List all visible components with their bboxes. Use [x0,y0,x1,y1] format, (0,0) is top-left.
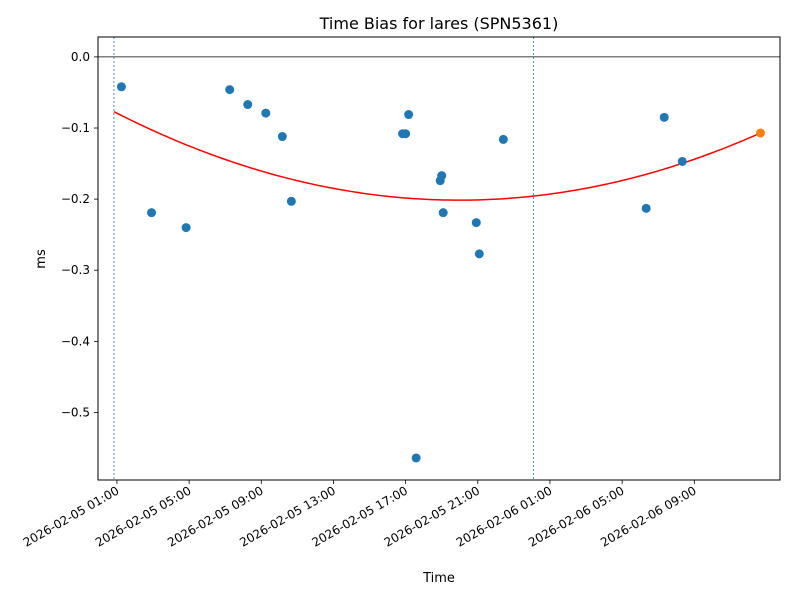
data-point-6 [277,132,287,142]
fit-curve [113,110,761,201]
y-axis-ticks: 0.0 −0.1 −0.2 −0.3 −0.4 −0.5 [61,50,98,419]
chart-title: Time Bias for lares (SPN5361) [319,14,559,33]
data-point-10 [404,110,414,120]
data-point-20 [677,156,687,166]
data-point-16 [474,249,484,259]
highlight-point [755,128,765,138]
data-point-4 [243,100,253,110]
data-point-9 [401,129,411,139]
y-axis-label: ms [34,249,49,269]
data-point-18 [641,203,651,213]
data-point-19 [659,112,669,122]
plot-area [98,37,780,480]
data-point-2 [181,223,191,233]
data-point-17 [498,134,508,144]
data-point-7 [286,196,296,206]
y-tick-label-4: −0.4 [61,334,90,348]
x-axis-label: Time [422,571,455,586]
data-point-0 [116,82,126,92]
data-point-13 [437,171,447,181]
data-point-14 [438,208,448,218]
y-tick-label-2: −0.2 [61,192,90,206]
plot-frame [97,36,781,481]
data-point-1 [147,208,157,218]
y-tick-label-3: −0.3 [61,263,90,277]
y-tick-label-1: −0.1 [61,121,90,135]
y-tick-label-0: 0.0 [71,50,90,64]
data-point-5 [261,108,271,118]
y-tick-label-5: −0.5 [61,405,90,419]
data-point-11 [411,453,421,463]
data-point-3 [225,85,235,95]
data-point-15 [471,218,481,228]
